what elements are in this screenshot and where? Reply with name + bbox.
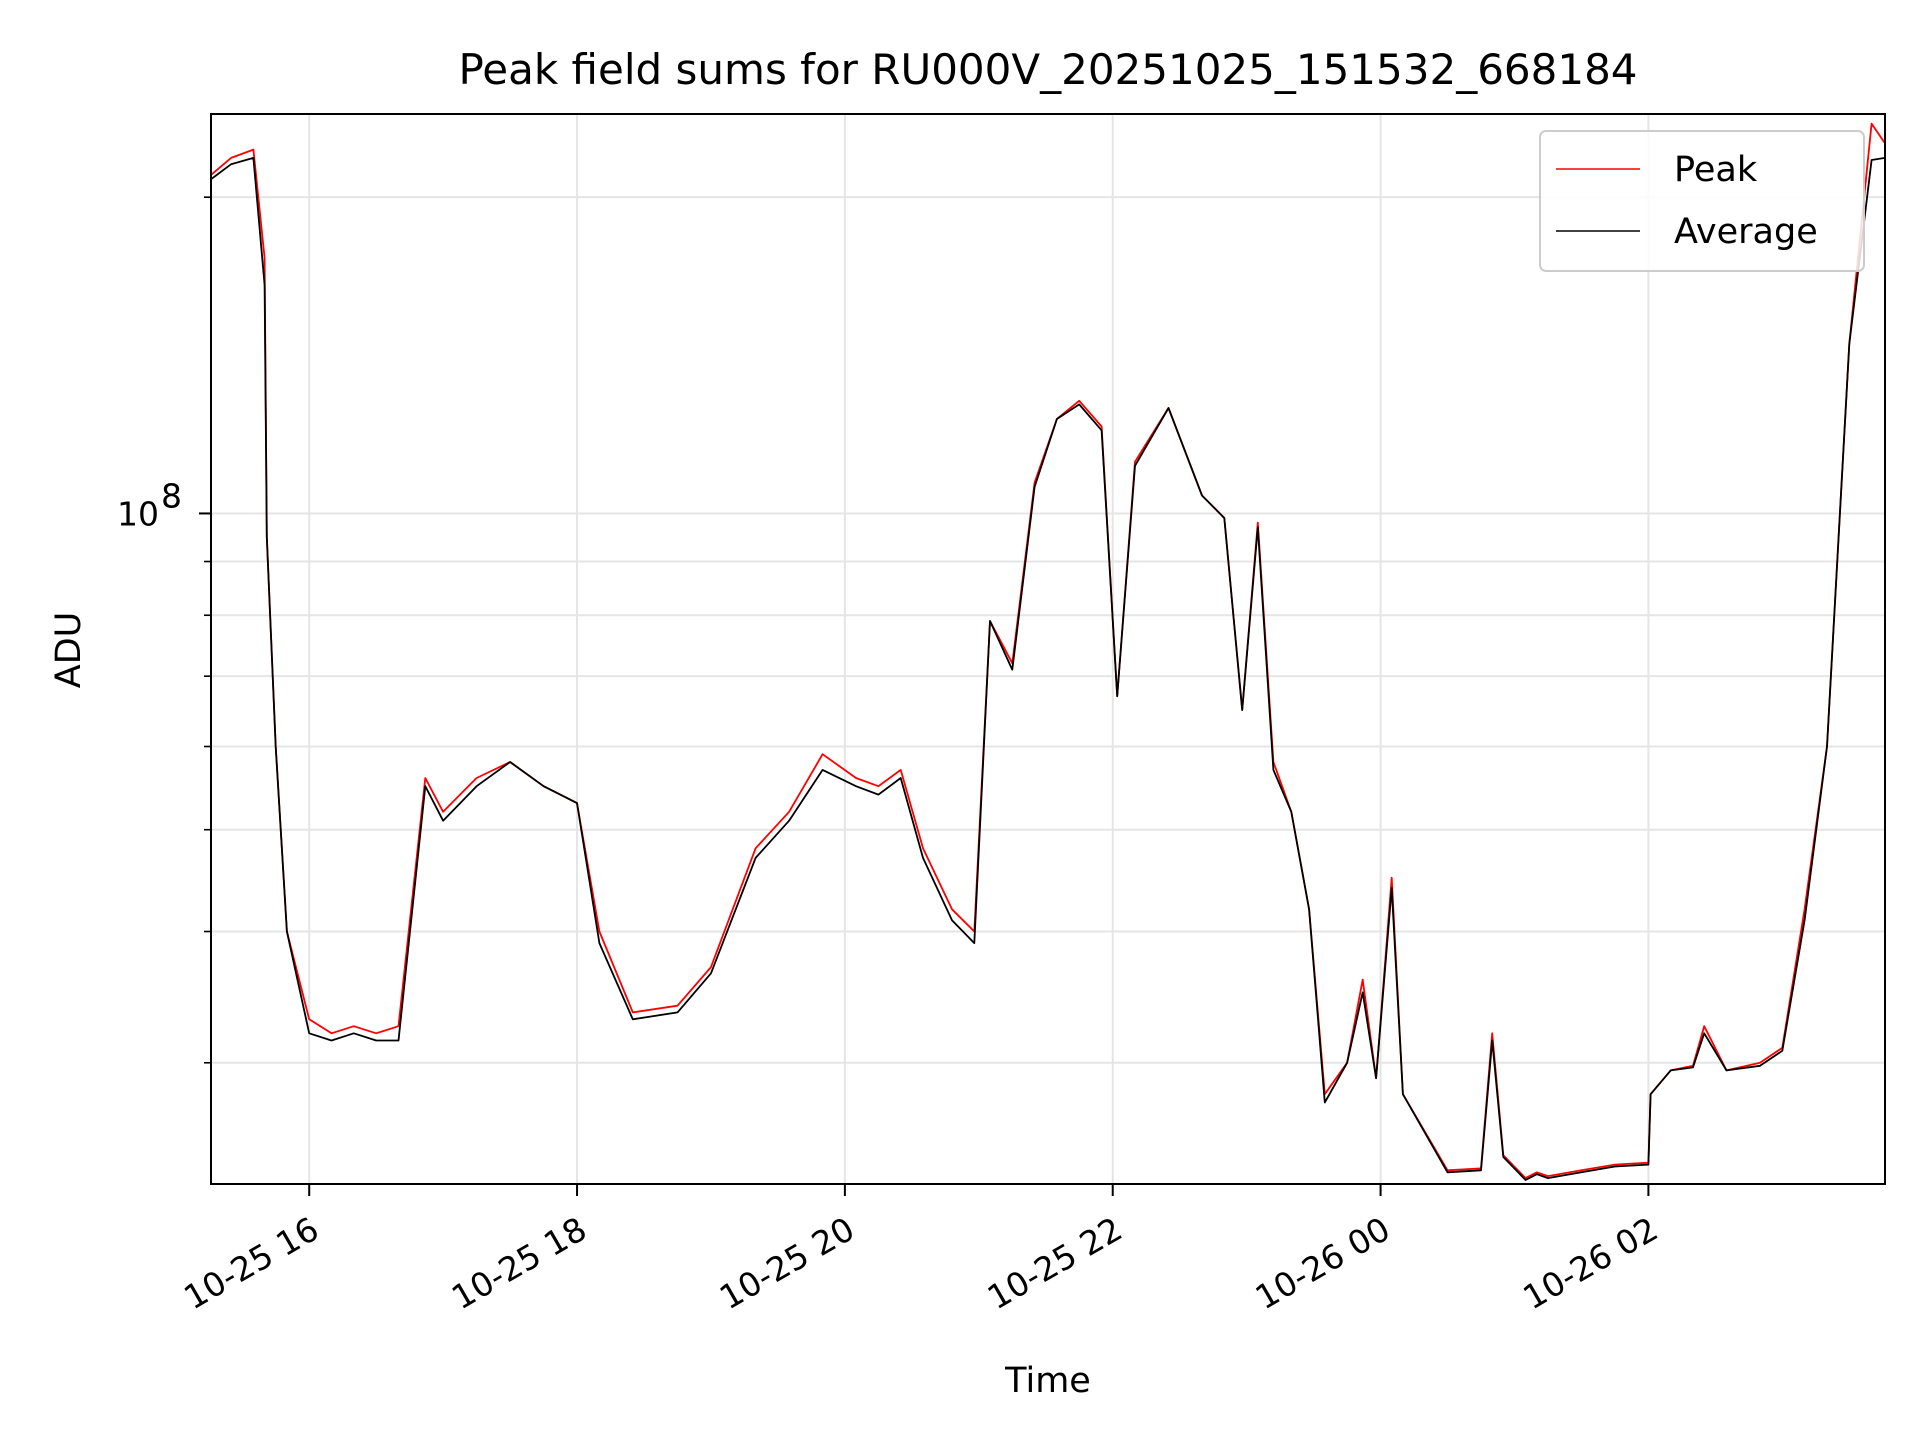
y-tick-label: 10 (117, 494, 159, 533)
legend-label-average: Average (1674, 212, 1818, 252)
y-axis: 10 8 (117, 196, 211, 1064)
plot-frame (210, 113, 1886, 1185)
legend-label-peak: Peak (1674, 150, 1758, 190)
y-tick-label-exponent: 8 (161, 476, 182, 515)
series-line-average (211, 156, 1885, 1181)
legend: Peak Average (1539, 130, 1865, 272)
x-axis-label: Time (1004, 1361, 1091, 1401)
grid (211, 114, 1885, 1184)
chart-title: Peak field sums for RU000V_20251025_1515… (458, 45, 1637, 94)
y-axis-label: ADU (49, 612, 89, 689)
legend-box (1539, 130, 1865, 272)
series-lines (211, 122, 1885, 1181)
